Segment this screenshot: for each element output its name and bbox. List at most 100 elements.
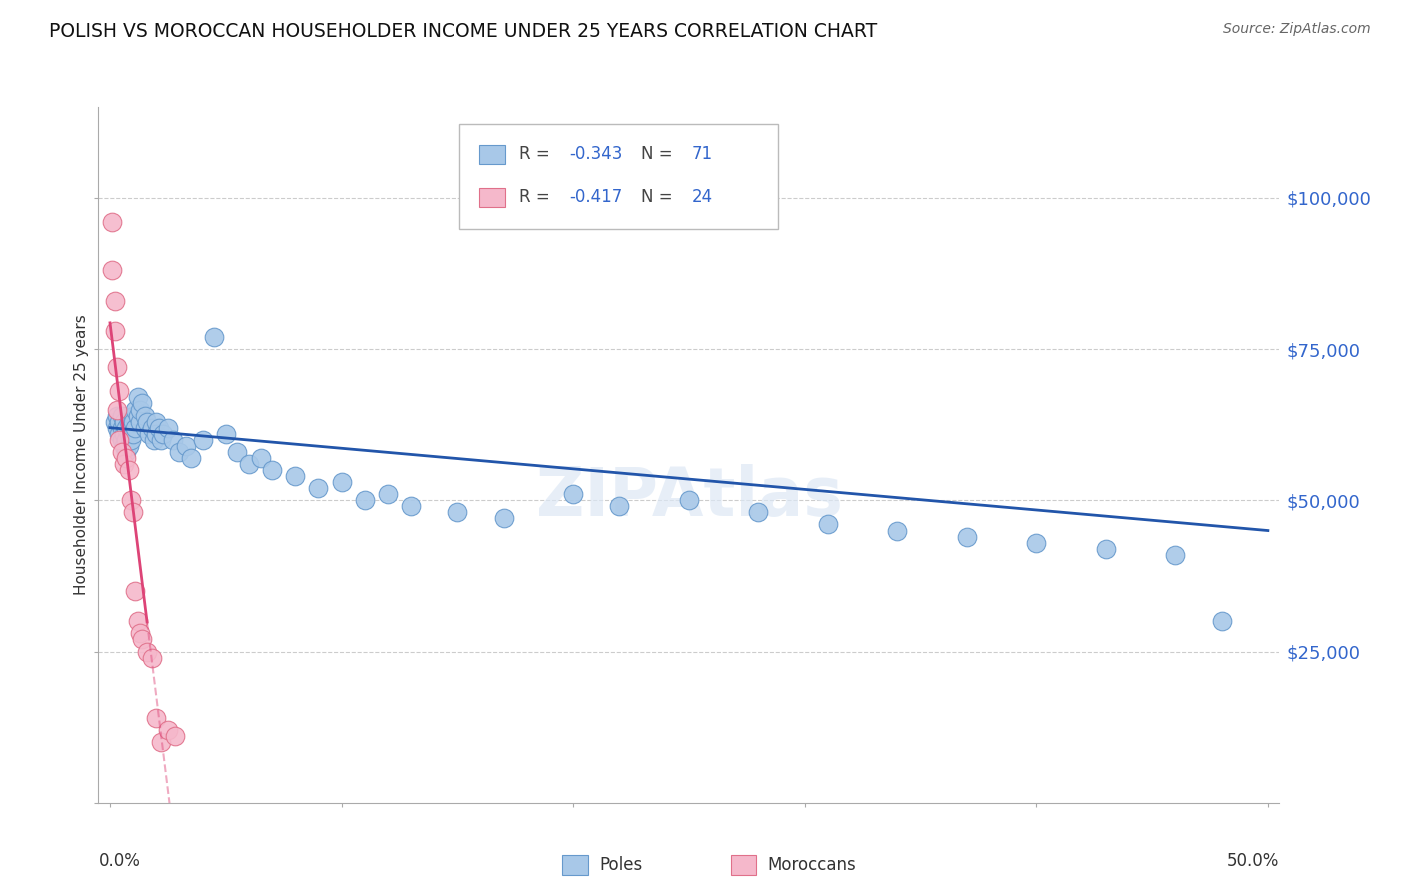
Point (149, 433, 172, 447)
Point (115, 420, 138, 434)
Text: POLISH VS MOROCCAN HOUSEHOLDER INCOME UNDER 25 YEARS CORRELATION CHART: POLISH VS MOROCCAN HOUSEHOLDER INCOME UN… (49, 22, 877, 41)
Point (120, 493, 142, 508)
Point (143, 433, 166, 447)
Point (145, 415, 167, 429)
Bar (478, 187, 505, 207)
Text: 71: 71 (692, 145, 713, 163)
Point (120, 420, 142, 434)
Point (122, 505, 145, 519)
Point (176, 439, 198, 453)
Point (492, 511, 515, 525)
Text: R =: R = (519, 188, 555, 206)
Point (1164, 548, 1187, 562)
Point (169, 445, 191, 459)
Text: -0.343: -0.343 (569, 145, 623, 163)
Point (117, 415, 139, 429)
Point (122, 415, 145, 429)
Point (202, 330, 225, 344)
Point (105, 402, 128, 417)
Point (136, 644, 159, 658)
Point (152, 426, 174, 441)
Point (101, 263, 124, 277)
Point (747, 505, 769, 519)
Point (122, 409, 145, 423)
Point (105, 409, 128, 423)
Point (117, 439, 139, 453)
Point (131, 632, 153, 647)
Point (377, 487, 399, 501)
Point (127, 391, 149, 405)
Point (112, 426, 135, 441)
Point (446, 505, 468, 519)
Point (138, 426, 160, 441)
Text: ZIPAtlas: ZIPAtlas (536, 464, 842, 530)
Point (127, 409, 149, 423)
Point (127, 615, 149, 629)
Point (131, 396, 153, 410)
Point (101, 215, 124, 229)
Point (886, 524, 908, 538)
Y-axis label: Householder Income Under 25 years: Householder Income Under 25 years (73, 315, 89, 595)
Point (124, 584, 146, 599)
Point (115, 433, 138, 447)
Point (110, 445, 132, 459)
Point (129, 402, 152, 417)
Point (110, 420, 132, 434)
Point (104, 293, 127, 308)
Point (117, 426, 139, 441)
Point (145, 426, 167, 441)
Point (124, 420, 146, 434)
Point (191, 433, 214, 447)
Point (108, 415, 131, 429)
Point (307, 481, 329, 495)
Point (112, 415, 135, 429)
Point (104, 324, 127, 338)
Text: 0.0%: 0.0% (98, 852, 141, 870)
Bar (478, 145, 505, 164)
Point (105, 360, 128, 375)
Point (112, 457, 135, 471)
Text: Poles: Poles (599, 856, 643, 874)
Point (678, 493, 700, 508)
Point (141, 650, 163, 665)
Point (1094, 541, 1116, 556)
Point (105, 420, 128, 434)
Point (162, 433, 184, 447)
Point (1025, 535, 1047, 549)
Text: 24: 24 (692, 188, 713, 206)
Point (117, 463, 139, 477)
Point (817, 517, 839, 532)
Point (353, 493, 375, 508)
Point (145, 711, 167, 725)
Point (163, 729, 186, 743)
Point (108, 426, 131, 441)
Point (156, 420, 179, 434)
Text: -0.417: -0.417 (569, 188, 623, 206)
Point (399, 500, 422, 514)
Point (262, 463, 284, 477)
Text: R =: R = (519, 145, 555, 163)
Point (115, 445, 138, 459)
Text: Moroccans: Moroccans (768, 856, 856, 874)
Point (134, 409, 156, 423)
Point (226, 445, 249, 459)
Point (1211, 615, 1233, 629)
Point (110, 409, 132, 423)
Text: 50.0%: 50.0% (1227, 852, 1279, 870)
Text: N =: N = (641, 145, 678, 163)
Point (129, 415, 152, 429)
Text: Source: ZipAtlas.com: Source: ZipAtlas.com (1223, 22, 1371, 37)
Point (108, 433, 131, 447)
Point (148, 420, 170, 434)
Point (284, 469, 307, 483)
Point (330, 475, 353, 490)
Point (110, 433, 132, 447)
Point (562, 487, 585, 501)
Point (141, 420, 163, 434)
Point (180, 450, 202, 465)
Point (149, 735, 172, 749)
Point (112, 439, 135, 453)
Point (124, 402, 146, 417)
Point (122, 426, 145, 441)
Point (136, 415, 159, 429)
